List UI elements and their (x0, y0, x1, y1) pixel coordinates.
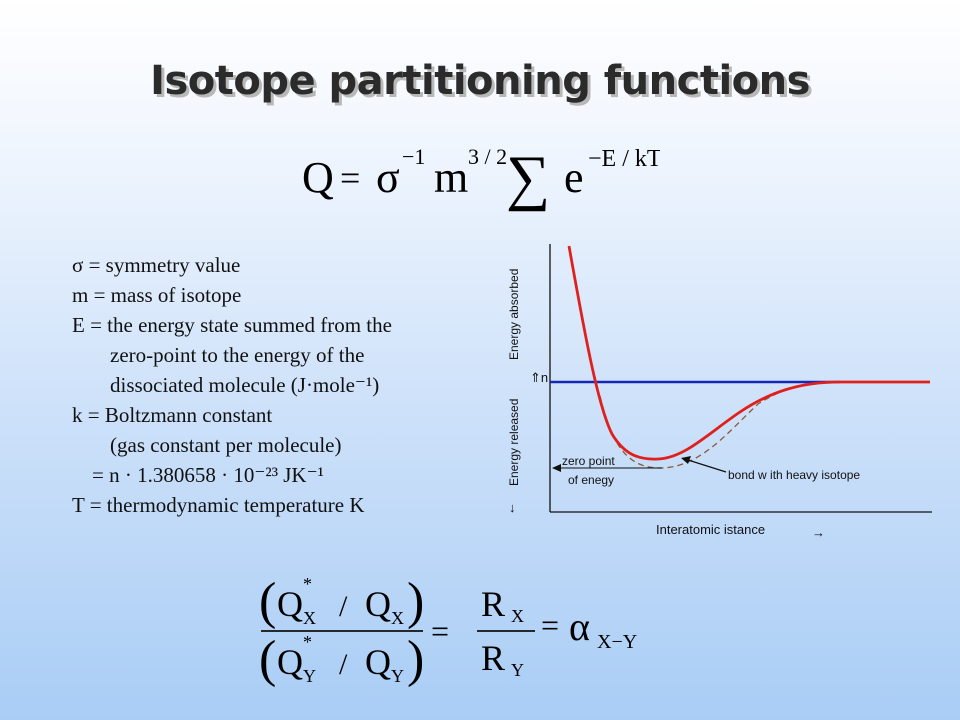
heavy-isotope-label: bond w ith heavy isotope (728, 468, 860, 482)
eq2-num-rparen: ) (407, 573, 424, 630)
x-axis-arrow: → (812, 525, 825, 540)
potential-energy-diagram: Energy absorbed Energy released ↓ ⇑n zer… (507, 244, 932, 540)
eq2-num-q: Q (365, 584, 391, 624)
eq1-q: Q (302, 153, 334, 202)
eq2-num-sub-x2: X (391, 608, 404, 628)
eq1-e: e (564, 153, 584, 202)
heavy-isotope-pointer (687, 459, 727, 473)
eq2-den-slash: / (339, 648, 348, 681)
partition-function-equation: Q = σ −1 m 3 / 2 ∑ e −E / kT (302, 144, 660, 212)
zero-point-label-line1: zero point (562, 454, 615, 468)
definition-energy: E = the energy state summed from the (72, 313, 392, 337)
eq2-r-num: R (481, 584, 505, 624)
definition-boltzmann: k = Boltzmann constant (72, 403, 273, 427)
eq2-r-sub-y: Y (511, 660, 524, 680)
eq2-den-sub-y1: Y (303, 666, 316, 686)
slide-title: Isotope partitioning functions (150, 58, 810, 104)
definition-energy-cont-2: dissociated molecule (J·mole⁻¹) (110, 373, 380, 397)
potential-energy-curve (567, 245, 930, 461)
x-axis-label: Interatomic istance (656, 522, 765, 537)
y-label-energy-absorbed: Energy absorbed (507, 269, 521, 360)
eq2-r-den: R (481, 638, 505, 678)
eq2-alpha: α (569, 604, 590, 649)
eq2-den-lparen: ( (259, 631, 276, 688)
n-label: ⇑n (530, 370, 548, 385)
definition-energy-cont-1: zero-point to the energy of the (110, 343, 365, 367)
eq2-r-sub-x: X (511, 606, 524, 626)
eq2-alpha-subscript: X−Y (597, 631, 637, 653)
eq2-num-sub-x1: X (303, 608, 316, 628)
definition-boltzmann-cont: (gas constant per molecule) (110, 433, 342, 457)
eq2-equals-2: = (541, 607, 559, 643)
eq2-den-star: * (303, 632, 312, 652)
variable-definitions: σ = symmetry value m = mass of isotope E… (72, 250, 392, 520)
definition-sigma: σ = symmetry value (72, 253, 241, 277)
zero-point-arrowhead (552, 464, 561, 472)
eq1-e-exponent: −E / kT (588, 146, 660, 172)
zero-point-label-line2: of enegy (568, 473, 614, 487)
eq2-num-star: * (303, 574, 312, 594)
fractionation-equation: ( Q * X / Q X ) ( Q * Y / Q Y ) = R X R … (259, 573, 637, 688)
eq2-equals-1: = (431, 613, 449, 649)
eq2-den-q: Q (365, 642, 391, 682)
definition-temperature: T = thermodynamic temperature K (72, 493, 365, 517)
eq1-m-exponent: 3 / 2 (468, 144, 507, 169)
eq1-equals: = (340, 158, 360, 198)
eq1-sigma-exponent: −1 (402, 144, 425, 169)
y-label-energy-released: Energy released (507, 399, 521, 486)
definition-mass: m = mass of isotope (72, 283, 242, 307)
definition-boltzmann-value: = n · 1.380658 · 10⁻²³ JK⁻¹ (92, 463, 324, 487)
eq2-num-q-star: Q (277, 584, 303, 624)
eq2-num-lparen: ( (259, 573, 276, 630)
eq2-den-sub-y2: Y (391, 666, 404, 686)
eq2-den-rparen: ) (407, 631, 424, 688)
eq2-num-slash: / (339, 590, 348, 623)
y-down-arrow: ↓ (509, 500, 516, 515)
eq2-den-q-star: Q (277, 642, 303, 682)
eq1-sigma: σ (376, 153, 400, 202)
eq1-m: m (434, 153, 468, 202)
eq1-summation: ∑ (506, 144, 550, 212)
heavy-isotope-arrowhead (681, 456, 691, 464)
